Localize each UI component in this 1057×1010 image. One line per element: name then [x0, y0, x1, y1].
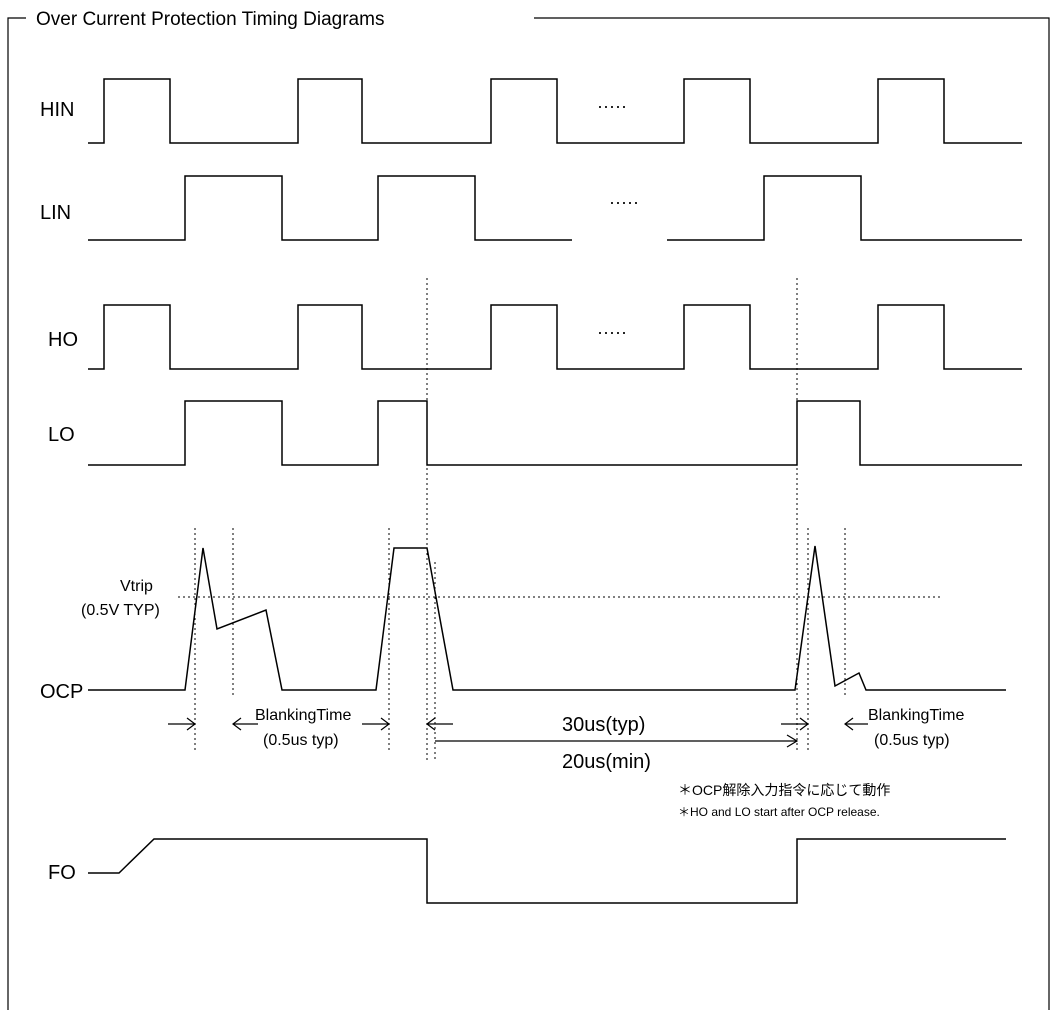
diagram-title: Over Current Protection Timing Diagrams: [36, 9, 384, 30]
fo-timing-min: 20us(min): [562, 751, 651, 773]
blanking-label-1: BlankingTime: [255, 707, 351, 724]
arrowhead-2-left: [380, 717, 390, 731]
fo-timing-arrowhead: [786, 734, 799, 748]
blanking-value-1: (0.5us typ): [263, 732, 339, 749]
blanking-label-3: BlankingTime: [868, 707, 964, 724]
ellipsis-hin: ·····: [597, 96, 627, 116]
signal-label-ho: HO: [48, 329, 78, 351]
waveform-lin-b: [667, 175, 1022, 241]
signal-label-lin: LIN: [40, 202, 71, 224]
waveform-fo: [88, 838, 1006, 904]
signal-label-lo: LO: [48, 424, 75, 446]
ellipsis-lin: ·····: [609, 192, 639, 212]
waveform-hin: [88, 78, 1022, 144]
note-japanese: ＊OCP解除入力指令に応じて動作: [678, 782, 890, 798]
vtrip-label: Vtrip: [120, 578, 153, 595]
blanking-value-3: (0.5us typ): [874, 732, 950, 749]
note-english: ＊HO and LO start after OCP release.: [678, 805, 880, 819]
waveform-lo: [88, 400, 1022, 466]
signal-label-ocp: OCP: [40, 681, 83, 703]
fo-timing-typ: 30us(typ): [562, 714, 645, 736]
arrowhead-3-right: [844, 717, 854, 731]
diagram-frame: [7, 17, 1050, 1010]
waveform-ocp: [88, 545, 1006, 691]
waveform-lin-a: [88, 175, 572, 241]
waveform-ho: [88, 304, 1022, 370]
arrowhead-1-right: [232, 717, 242, 731]
signal-label-hin: HIN: [40, 99, 74, 121]
signal-label-fo: FO: [48, 862, 76, 884]
arrowhead-2-right: [426, 717, 436, 731]
vtrip-value: (0.5V TYP): [81, 602, 160, 619]
ellipsis-ho: ·····: [597, 322, 627, 342]
arrowhead-1-left: [186, 717, 196, 731]
arrowhead-3-left: [799, 717, 809, 731]
